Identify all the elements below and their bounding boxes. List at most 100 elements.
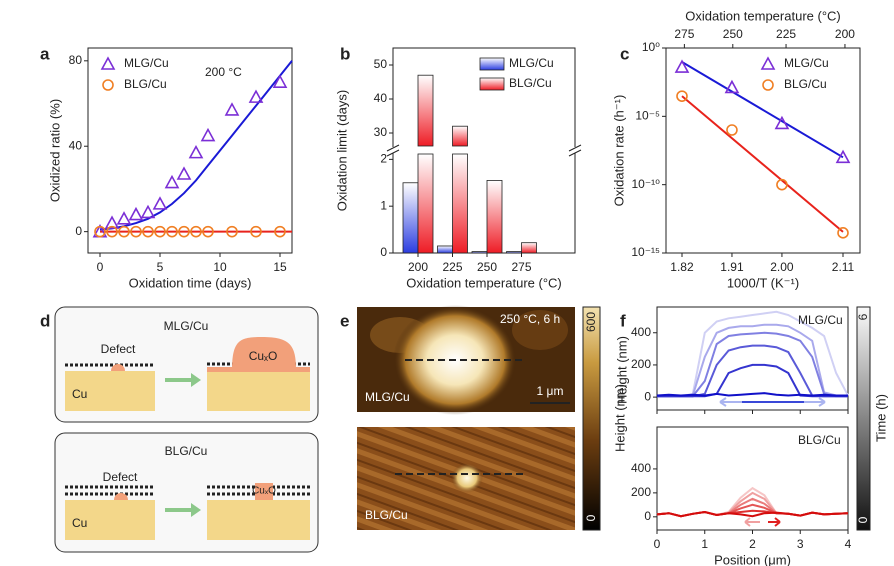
defect-label: Defect [101, 342, 136, 356]
afm-feature [512, 310, 568, 350]
marker [140, 204, 156, 219]
marker [142, 225, 154, 238]
afm-label: MLG/Cu [365, 390, 410, 404]
bar [402, 182, 419, 254]
plot-frame [87, 47, 293, 254]
marker [164, 174, 180, 189]
marker [154, 225, 166, 238]
y-tick-label: 2 [380, 152, 387, 166]
marker [202, 225, 214, 238]
y-axis-label: Oxidation limit (days) [334, 90, 349, 211]
x-axis-label: Position (μm) [714, 552, 791, 566]
scale-bar-label: 1 μm [537, 384, 564, 398]
profile-arrows [719, 397, 826, 527]
marker [104, 215, 120, 229]
schematic: MLG/Cu Defect Cu CuₓO BLG/Cu Defect Cu C… [54, 306, 319, 553]
schematic-title: BLG/Cu [165, 444, 208, 458]
profile-line [656, 392, 848, 397]
marker [200, 127, 216, 142]
marker [102, 79, 114, 91]
y-tick-label: 0 [380, 245, 387, 259]
arrow [768, 517, 781, 527]
x-tick-label: 2.11 [832, 260, 855, 274]
legend-label: MLG/Cu [784, 56, 829, 70]
y-axis-label: Oxidized ratio (%) [47, 99, 62, 202]
marker [676, 90, 688, 102]
x-tick-label: 4 [845, 537, 852, 551]
x-tick-label: 275 [511, 260, 531, 274]
x-tick-label: 250 [477, 260, 497, 274]
x-axis-label: Oxidation temperature (°C) [406, 275, 561, 290]
afm-particle [451, 463, 483, 493]
panel-label: d [40, 311, 50, 330]
marker [250, 225, 262, 238]
marker [130, 225, 142, 238]
x-axis-label: 1000/T (K⁻¹) [727, 275, 799, 290]
profile-line [656, 510, 849, 518]
bar [506, 251, 522, 254]
y-tick-label: 10⁻¹⁰ [632, 177, 661, 191]
panel-label: f [620, 311, 626, 330]
x-tick-label: 200 [408, 260, 428, 274]
cu-block [65, 500, 155, 540]
panel-label: a [40, 44, 50, 63]
marker [152, 196, 168, 210]
y-tick-label: 0 [644, 389, 651, 403]
marker [837, 227, 849, 239]
afm-images: 250 °C, 6 h MLG/Cu 1 μm BLG/Cu Height (n… [357, 305, 627, 531]
bar [437, 245, 453, 254]
legend-swatch [479, 57, 505, 71]
axis-break-gap [569, 147, 581, 153]
x-tick-label: 10 [213, 260, 227, 274]
y-tick-label: 40 [69, 138, 83, 152]
substrate-label: Cu [72, 387, 87, 401]
arrow [744, 517, 760, 527]
x-tick-label: 1.82 [670, 260, 694, 274]
colorbar [582, 306, 601, 531]
marker [106, 225, 118, 238]
colorbar-tick-label: 0 [856, 516, 870, 523]
marker [176, 166, 192, 180]
x-tick-label: 3 [797, 537, 804, 551]
colorbar-label: Height (nm) [612, 384, 627, 452]
oxide [232, 337, 296, 370]
y-tick-label: 400 [631, 325, 651, 339]
x2-tick-label: 225 [776, 27, 796, 41]
oxide [255, 483, 273, 500]
colorbar-tick-label: 0 [584, 514, 598, 521]
annotation: 200 °C [205, 65, 242, 79]
y-tick-label: 10⁻¹⁵ [631, 245, 660, 259]
marker [190, 225, 202, 238]
x-axis-label: Oxidation time (days) [129, 275, 252, 290]
fit-line [681, 61, 844, 159]
y-axis-label: Oxidation rate (h⁻¹) [611, 95, 626, 207]
colorbar [856, 306, 871, 531]
legend-label: MLG/Cu [124, 56, 169, 70]
x-tick-label: 2.00 [770, 260, 794, 274]
oxide-label: CuₓO [249, 349, 278, 363]
bar [417, 153, 434, 254]
afm-label: BLG/Cu [365, 508, 408, 522]
x-tick-label: 0 [654, 537, 661, 551]
marker [188, 144, 204, 159]
x-tick-label: 225 [442, 260, 462, 274]
y-tick-label: 50 [374, 57, 388, 71]
x-tick-label: 2 [749, 537, 756, 551]
marker [248, 89, 264, 103]
panel-label: e [340, 311, 349, 330]
x2-tick-label: 200 [835, 27, 855, 41]
marker [100, 56, 116, 70]
x2-tick-label: 250 [723, 27, 743, 41]
colorbar-tick-label: 600 [584, 312, 598, 332]
legend-label: MLG/Cu [509, 56, 554, 70]
fit-line [681, 95, 844, 233]
cu-block [207, 371, 310, 411]
profile-line [657, 363, 848, 398]
axis-break [386, 144, 400, 157]
arrow-head [191, 503, 201, 517]
axis-break [568, 144, 582, 157]
y-tick-label: 0 [75, 224, 82, 238]
legend-label: BLG/Cu [784, 77, 827, 91]
legend-label: BLG/Cu [124, 77, 167, 91]
